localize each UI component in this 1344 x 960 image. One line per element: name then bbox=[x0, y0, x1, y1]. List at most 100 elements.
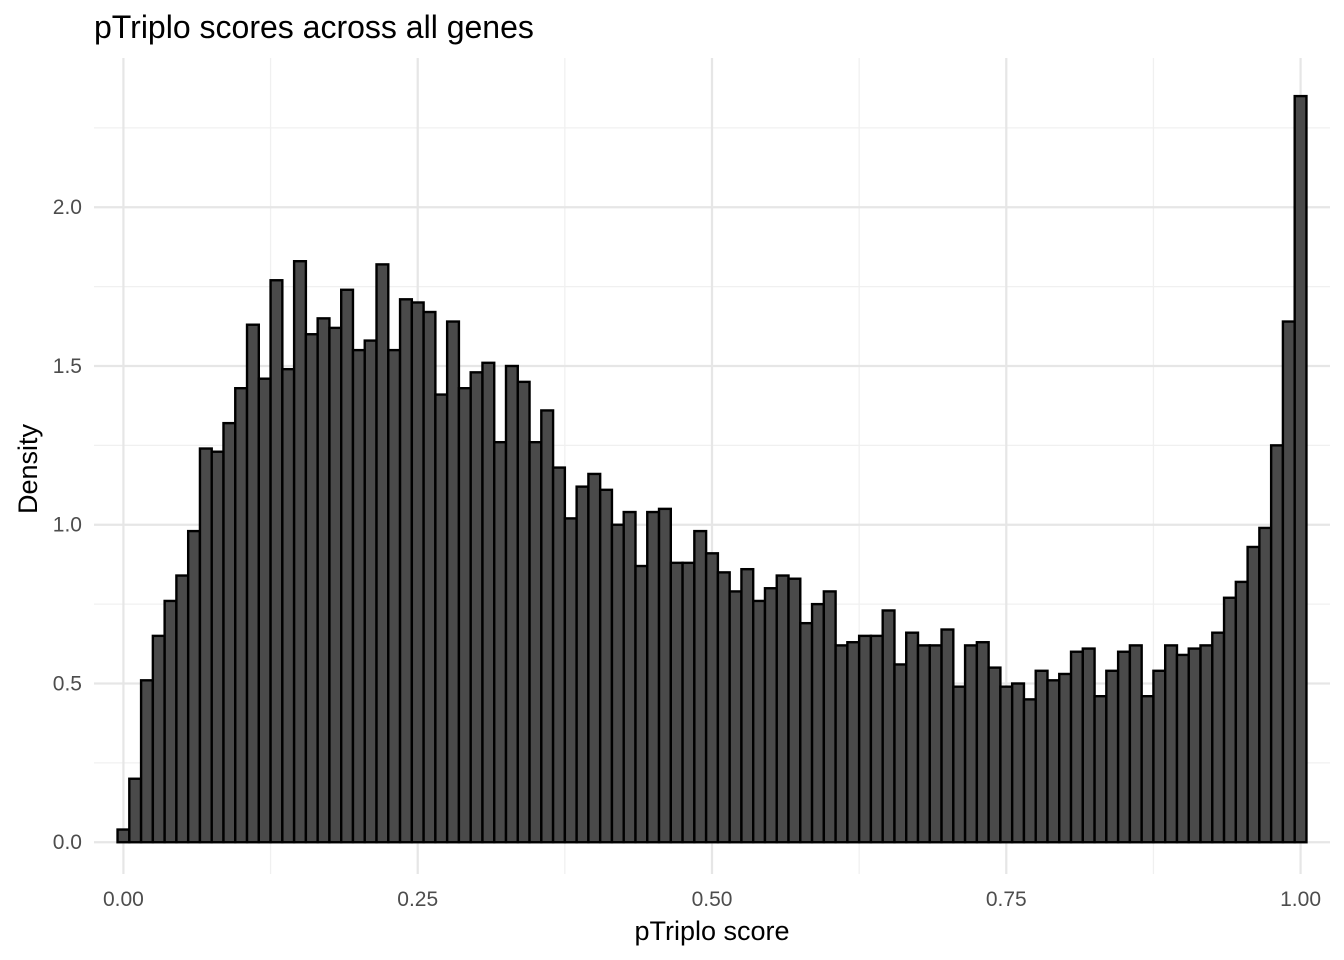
histogram-bar bbox=[469, 371, 484, 844]
y-tick-label: 1.0 bbox=[53, 514, 82, 537]
histogram-bar bbox=[375, 263, 390, 844]
histogram-bar bbox=[1022, 698, 1037, 844]
histogram-bar bbox=[999, 685, 1014, 844]
histogram-bar bbox=[799, 621, 814, 844]
histogram-bar bbox=[681, 561, 696, 844]
histogram-bar bbox=[139, 679, 155, 844]
histogram-bar bbox=[1234, 580, 1249, 844]
histogram-bar bbox=[940, 628, 955, 844]
histogram-bar bbox=[328, 326, 343, 844]
histogram-bar bbox=[716, 571, 731, 844]
histogram-bar bbox=[728, 590, 743, 844]
histogram-bar bbox=[340, 288, 355, 844]
histogram-bar bbox=[434, 393, 449, 844]
histogram-bar bbox=[622, 510, 637, 844]
histogram-bar bbox=[1069, 650, 1084, 844]
histogram-bar bbox=[563, 517, 578, 844]
histogram-bar bbox=[445, 320, 461, 844]
histogram-bar bbox=[269, 279, 284, 844]
x-axis-tick-labels: 0.00 0.25 0.50 0.75 1.00 bbox=[103, 888, 1321, 911]
histogram-bar bbox=[928, 644, 943, 844]
histogram-bar bbox=[881, 609, 896, 844]
histogram-bar bbox=[351, 348, 366, 844]
histogram-bars bbox=[116, 94, 1308, 844]
histogram-bar bbox=[304, 333, 319, 844]
histogram-bar bbox=[646, 510, 661, 844]
histogram-bar bbox=[1093, 694, 1108, 844]
histogram-bar bbox=[516, 380, 531, 844]
histogram-bar bbox=[1269, 444, 1285, 844]
histogram-bar bbox=[846, 641, 861, 844]
histogram-bar bbox=[752, 599, 767, 844]
x-tick-label: 0.50 bbox=[692, 888, 733, 911]
histogram-bar bbox=[822, 590, 837, 844]
histogram-bar bbox=[610, 523, 625, 844]
y-tick-label: 2.0 bbox=[53, 196, 82, 219]
histogram-bar bbox=[1175, 653, 1190, 844]
chart-title: pTriplo scores across all genes bbox=[94, 9, 534, 45]
histogram-bar bbox=[869, 634, 884, 844]
histogram-bar bbox=[1081, 647, 1096, 844]
histogram-bar bbox=[905, 631, 920, 844]
histogram-bar bbox=[292, 260, 308, 844]
histogram-bar bbox=[1163, 644, 1179, 844]
x-axis-title: pTriplo score bbox=[634, 916, 789, 946]
histogram-bar bbox=[528, 440, 543, 844]
histogram-bar bbox=[834, 644, 849, 844]
histogram-bar bbox=[916, 644, 931, 844]
histogram-bar bbox=[540, 409, 555, 844]
histogram-bar bbox=[128, 777, 143, 844]
histogram-bar bbox=[1281, 320, 1296, 844]
histogram-bar bbox=[775, 574, 790, 844]
histogram-bar bbox=[222, 421, 237, 844]
histogram-bar bbox=[1058, 672, 1073, 844]
histogram-bar bbox=[704, 552, 720, 844]
x-tick-label: 0.25 bbox=[397, 888, 438, 911]
histogram-bar bbox=[1010, 682, 1026, 844]
histogram-bar bbox=[1222, 596, 1238, 844]
histogram-bar bbox=[163, 599, 178, 844]
histogram-bar bbox=[151, 634, 166, 844]
histogram-bar bbox=[952, 685, 967, 844]
histogram-bar bbox=[198, 447, 213, 844]
histogram-bar bbox=[363, 339, 378, 844]
histogram-bar bbox=[787, 577, 802, 844]
histogram-bar bbox=[669, 561, 684, 844]
histogram-bar bbox=[1187, 647, 1202, 844]
histogram-bar bbox=[893, 663, 908, 844]
histogram-bar bbox=[693, 529, 708, 844]
histogram-bar bbox=[810, 602, 826, 844]
histogram-bar bbox=[857, 634, 873, 844]
histogram-bar bbox=[1246, 545, 1261, 844]
histogram-bar bbox=[504, 364, 519, 844]
histogram-bar bbox=[1258, 526, 1273, 844]
histogram-bar bbox=[1293, 94, 1308, 844]
y-axis-title: Density bbox=[13, 423, 43, 514]
histogram-bar bbox=[551, 466, 567, 844]
y-tick-label: 1.5 bbox=[53, 355, 82, 378]
histogram-bar bbox=[234, 387, 249, 844]
histogram-bar bbox=[116, 828, 131, 844]
histogram-bar bbox=[1211, 631, 1226, 844]
histogram-bar bbox=[398, 298, 414, 844]
histogram-bar bbox=[587, 472, 602, 844]
histogram-bar bbox=[1034, 669, 1049, 844]
histogram-bar bbox=[634, 564, 649, 844]
histogram-bar bbox=[1046, 679, 1061, 844]
histogram-bar bbox=[457, 387, 472, 844]
x-tick-label: 1.00 bbox=[1280, 888, 1321, 911]
histogram-bar bbox=[257, 377, 272, 844]
histogram-bar bbox=[1199, 644, 1214, 844]
histogram-bar bbox=[740, 567, 755, 844]
histogram-bar bbox=[575, 485, 590, 844]
histogram-bar bbox=[1105, 669, 1120, 844]
histogram-bar bbox=[1152, 669, 1167, 844]
histogram-bar bbox=[245, 323, 260, 844]
histogram-bar bbox=[281, 367, 296, 844]
y-axis-tick-labels: 0.0 0.5 1.0 1.5 2.0 bbox=[53, 196, 82, 854]
histogram-bar bbox=[186, 529, 202, 844]
histogram-bar bbox=[763, 587, 778, 844]
histogram-bar bbox=[1128, 644, 1143, 844]
histogram-bar bbox=[657, 507, 672, 844]
